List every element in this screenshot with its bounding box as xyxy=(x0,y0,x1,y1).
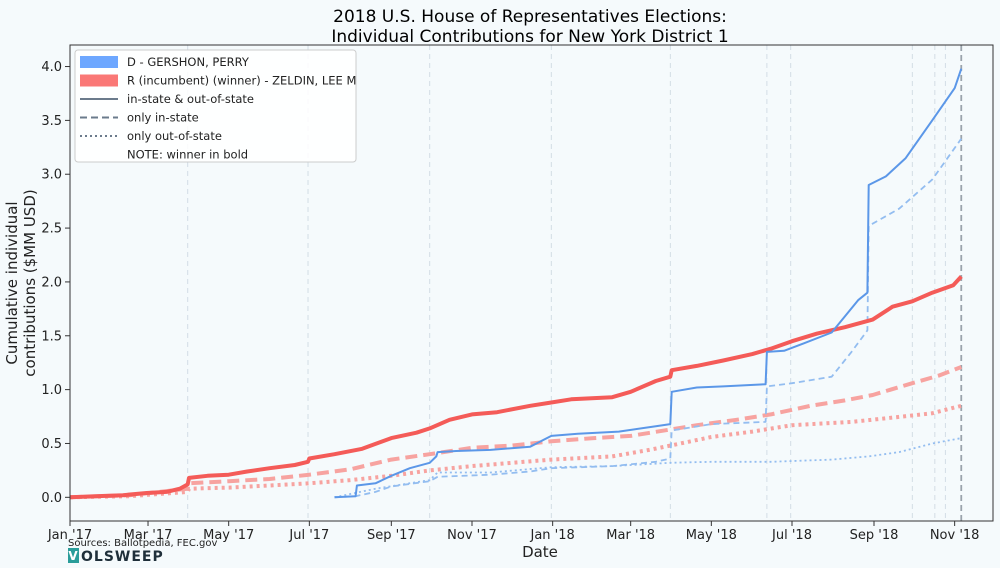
x-tick-label: Jan '18 xyxy=(530,528,575,543)
chart-title-line2: Individual Contributions for New York Di… xyxy=(331,27,728,47)
legend: D - GERSHON, PERRY R (incumbent) (winner)… xyxy=(74,49,357,163)
series-gershon-in-state xyxy=(334,138,963,499)
legend-entry-0-label: D - GERSHON, PERRY xyxy=(127,55,250,69)
series-zeldin-in-state xyxy=(69,365,963,500)
x-tick-label: Sep '17 xyxy=(367,528,416,543)
legend-entry-5-label: NOTE: winner in bold xyxy=(127,148,248,162)
x-tick-label: Jul '17 xyxy=(288,528,329,543)
legend-entry-4-label: only out-of-state xyxy=(127,129,222,143)
x-axis-ticks: Jan '17 Mar '17 May '17 Jul '17 Sep '17 Nov '… xyxy=(47,521,980,543)
series-zeldin-out-of-state xyxy=(69,403,962,500)
x-axis-label: Date xyxy=(522,543,558,561)
y-axis-label-line1: Cumulative individual xyxy=(3,201,21,364)
source-note: Sources: Ballotpedia, FEC.gov xyxy=(68,538,217,549)
x-tick-label: Mar '17 xyxy=(124,528,173,543)
chart-title-line1: 2018 U.S. House of Representatives Elect… xyxy=(333,7,727,27)
legend-entry-2-label: in-state & out-of-state xyxy=(127,92,254,106)
legend-entry-0-swatch xyxy=(80,56,118,68)
y-tick-label: 0.0 xyxy=(41,491,62,506)
series-lines xyxy=(69,68,963,500)
x-tick-label: Sep '18 xyxy=(850,528,899,543)
x-tick-label: Nov '17 xyxy=(447,528,497,543)
y-axis-ticks: 0.0 0.5 1.0 1.5 2.0 2.5 3.0 3.5 4.0 xyxy=(41,60,70,506)
x-tick-label: Jan '17 xyxy=(47,528,92,543)
y-tick-label: 1.5 xyxy=(41,329,62,344)
legend-entry-1-label: R (incumbent) (winner) - ZELDIN, LEE M xyxy=(127,74,356,88)
series-gershon-total xyxy=(334,68,963,499)
y-tick-label: 0.5 xyxy=(41,437,62,452)
x-tick-label: May '17 xyxy=(203,528,254,543)
y-tick-label: 3.5 xyxy=(41,114,62,129)
legend-entry-3-label: only in-state xyxy=(127,111,199,125)
series-zeldin-total xyxy=(69,275,963,500)
y-tick-label: 3.0 xyxy=(41,168,62,183)
legend-box xyxy=(74,49,357,163)
x-tick-label: Mar '18 xyxy=(606,528,655,543)
volsweep-logo: V OLSWEEP xyxy=(68,548,164,565)
y-tick-label: 4.0 xyxy=(41,60,62,75)
x-tick-label: Nov '18 xyxy=(930,528,980,543)
y-tick-label: 2.0 xyxy=(41,275,62,290)
x-tick-label: Jul '18 xyxy=(771,528,812,543)
logo-badge xyxy=(68,548,79,563)
legend-entry-1-swatch xyxy=(80,74,118,87)
y-axis-label-line2: contributions ($MM USD) xyxy=(21,189,39,376)
logo-text: OLSWEEP xyxy=(81,549,164,565)
series-gershon-out-of-state xyxy=(334,437,962,499)
logo-badge-letter: V xyxy=(68,549,78,563)
y-tick-label: 2.5 xyxy=(41,222,62,237)
plot-frame xyxy=(69,44,994,522)
y-tick-label: 1.0 xyxy=(41,383,62,398)
x-tick-label: May '18 xyxy=(686,528,737,543)
